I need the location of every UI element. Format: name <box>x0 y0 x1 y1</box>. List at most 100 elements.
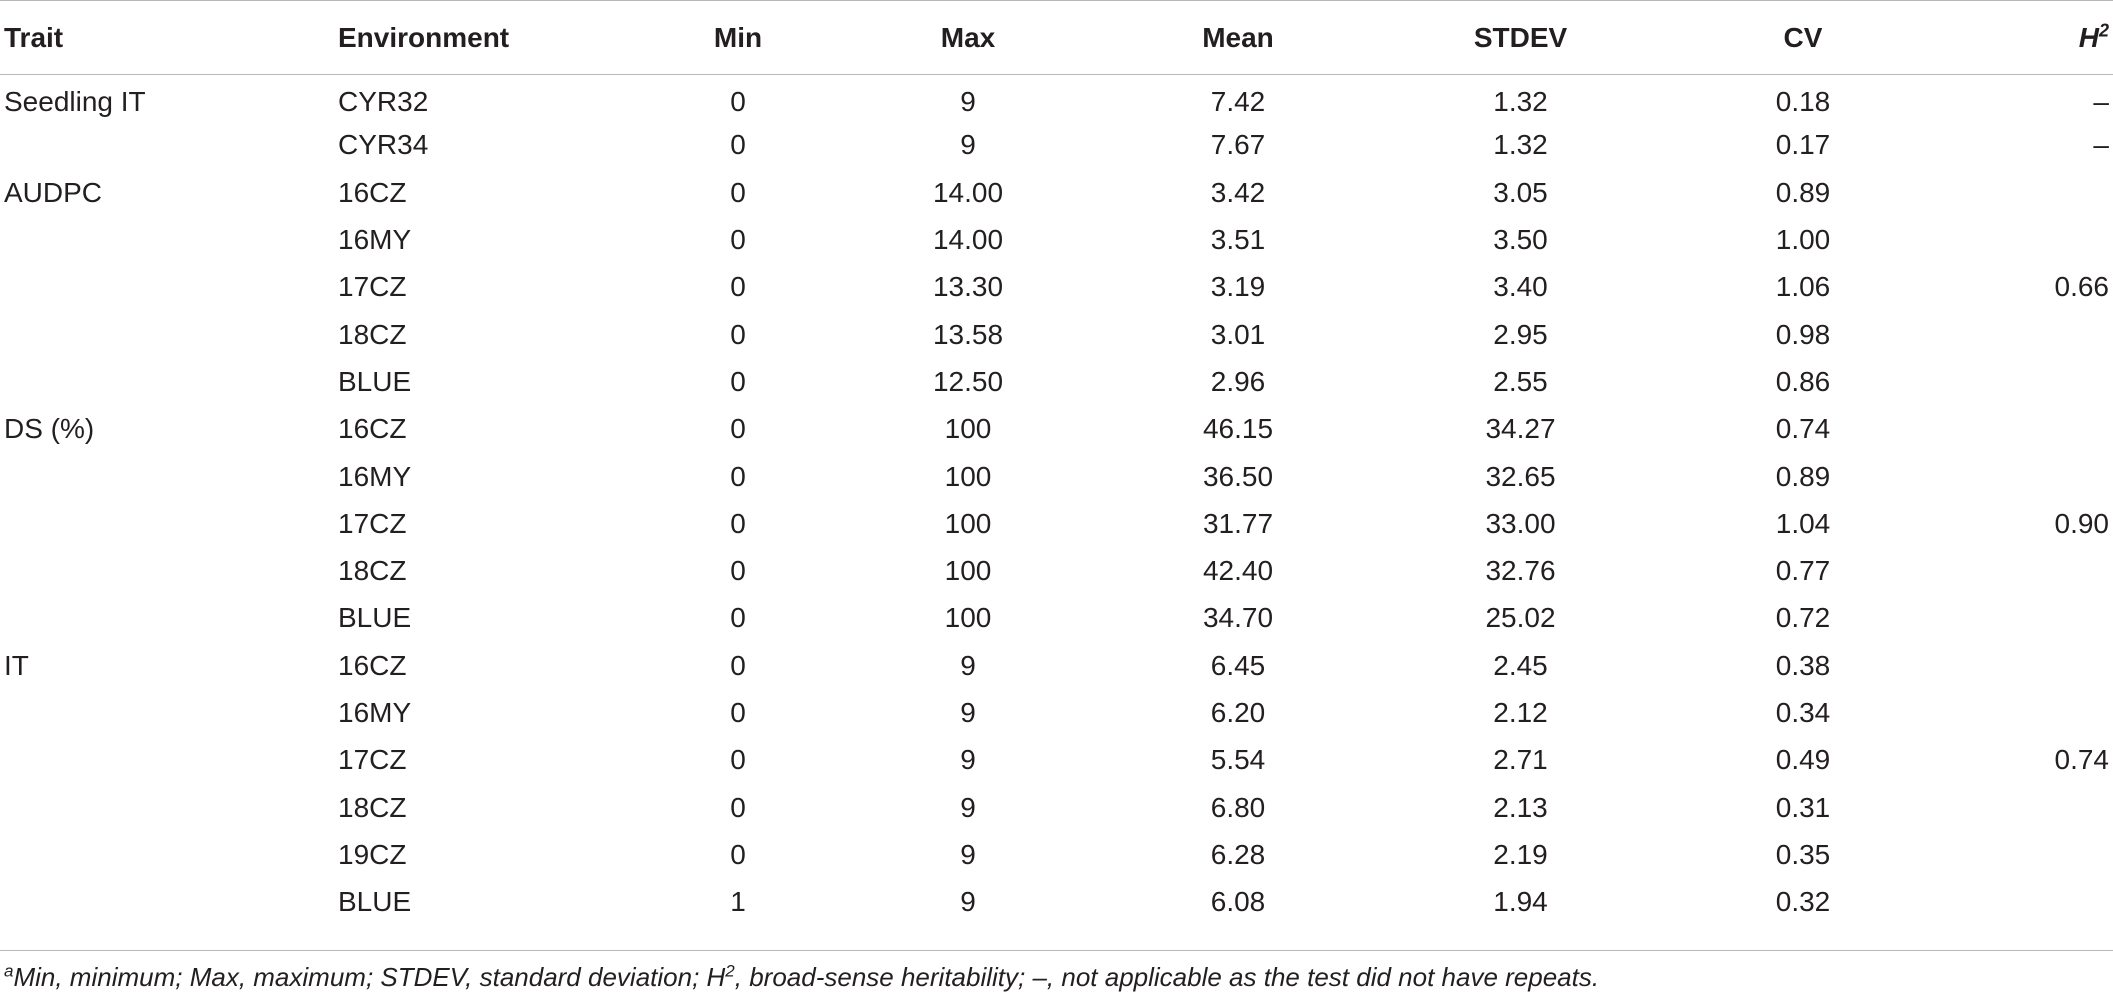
cell-stdev: 32.76 <box>1485 555 1556 587</box>
table-row: 17CZ 0 100 31.77 33.00 1.04 0.90 <box>0 500 2113 547</box>
header-cv: CV <box>1783 21 1823 53</box>
cell-environment: 18CZ <box>338 318 407 350</box>
cell-mean: 6.45 <box>1210 649 1266 681</box>
cell-mean: 3.42 <box>1210 176 1266 208</box>
cell-trait <box>0 879 338 926</box>
cell-trait: Seedling IT <box>4 86 146 118</box>
cell-environment: 18CZ <box>338 555 407 587</box>
table-row: 18CZ 0 9 6.80 2.13 0.31 <box>0 784 2113 831</box>
cell-stdev: 2.71 <box>1493 744 1548 776</box>
cell-environment: 16CZ <box>338 649 407 681</box>
cell-max: 100 <box>944 507 992 539</box>
table-row: DS (%) 16CZ 0 100 46.15 34.27 0.74 <box>0 406 2113 453</box>
cell-mean: 2.96 <box>1210 365 1266 397</box>
cell-max: 9 <box>960 744 976 776</box>
cell-stdev: 34.27 <box>1485 413 1556 445</box>
cell-min: 0 <box>730 744 746 776</box>
cell-stdev: 2.12 <box>1493 697 1548 728</box>
cell-min: 0 <box>730 365 746 397</box>
table-row: 18CZ 0 100 42.40 32.76 0.77 <box>0 547 2113 594</box>
cell-min: 0 <box>730 413 746 445</box>
cell-max: 14.00 <box>932 224 1004 256</box>
cell-h2 <box>1943 879 2113 926</box>
table-row: 17CZ 0 13.30 3.19 3.40 1.06 0.66 <box>0 264 2113 311</box>
cell-min: 0 <box>730 838 746 870</box>
cell-mean: 46.15 <box>1202 413 1274 445</box>
cell-h2 <box>1943 547 2113 594</box>
cell-trait: IT <box>4 649 29 681</box>
cell-stdev: 32.65 <box>1485 460 1556 492</box>
cell-mean: 6.28 <box>1210 838 1266 870</box>
cell-environment: BLUE <box>338 602 412 634</box>
table-header: Trait Environment Min Max Mean STDEV CV … <box>0 0 2113 75</box>
cell-mean: 6.80 <box>1210 791 1266 823</box>
footnote-text-part1: Min, minimum; Max, maximum; STDEV, stand… <box>13 962 726 992</box>
table-row: CYR34 0 9 7.67 1.32 0.17 – <box>0 122 2113 169</box>
cell-mean: 5.54 <box>1210 744 1266 776</box>
table-row: 18CZ 0 13.58 3.01 2.95 0.98 <box>0 311 2113 358</box>
cell-cv: 0.35 <box>1775 838 1831 870</box>
table-row: 16MY 0 9 6.20 2.12 0.34 <box>0 689 2113 736</box>
cell-stdev: 1.32 <box>1493 86 1548 118</box>
cell-max: 14.00 <box>932 176 1004 208</box>
cell-environment: 18CZ <box>338 791 407 823</box>
cell-min: 0 <box>730 555 746 587</box>
header-mean: Mean <box>1202 21 1274 53</box>
cell-h2 <box>1943 311 2113 358</box>
cell-max: 9 <box>960 86 976 118</box>
cell-cv: 0.18 <box>1775 86 1831 118</box>
cell-h2: 0.74 <box>2054 744 2110 776</box>
cell-environment: BLUE <box>338 365 412 397</box>
cell-max: 100 <box>944 602 992 634</box>
cell-trait <box>0 547 338 594</box>
cell-h2: 0.66 <box>2054 271 2110 303</box>
cell-h2: – <box>2093 129 2109 161</box>
footnote-text-part2: , broad-sense heritability; –, not appli… <box>734 962 1600 992</box>
cell-max: 12.50 <box>932 365 1004 397</box>
cell-environment: CYR34 <box>338 129 429 161</box>
cell-trait <box>0 831 338 878</box>
statistics-table-container: Trait Environment Min Max Mean STDEV CV … <box>0 0 2113 926</box>
cell-environment: 17CZ <box>338 744 407 776</box>
cell-min: 0 <box>730 649 746 681</box>
header-h2: H2 <box>1943 1 2113 75</box>
cell-mean: 6.08 <box>1210 886 1266 918</box>
cell-trait <box>0 453 338 500</box>
cell-mean: 34.70 <box>1202 602 1274 634</box>
table-row: 17CZ 0 9 5.54 2.71 0.49 0.74 <box>0 737 2113 784</box>
cell-trait <box>0 216 338 263</box>
cell-mean: 36.50 <box>1202 460 1274 492</box>
cell-min: 0 <box>730 318 746 350</box>
cell-environment: 16CZ <box>338 413 407 445</box>
cell-stdev: 33.00 <box>1485 507 1556 539</box>
table-row: IT 16CZ 0 9 6.45 2.45 0.38 <box>0 642 2113 689</box>
cell-mean: 31.77 <box>1202 507 1274 539</box>
cell-min: 0 <box>730 86 746 118</box>
cell-mean: 3.01 <box>1210 318 1266 350</box>
table-body: Seedling IT CYR32 0 9 7.42 1.32 0.18 – CYR34 0 9 7.… <box>0 75 2113 926</box>
cell-h2 <box>1943 784 2113 831</box>
table-footnote: aMin, minimum; Max, maximum; STDEV, stan… <box>4 962 1599 993</box>
cell-trait: AUDPC <box>4 176 103 208</box>
cell-h2: – <box>2093 86 2109 118</box>
cell-h2 <box>1943 358 2113 405</box>
cell-stdev: 3.40 <box>1493 271 1548 303</box>
cell-environment: 19CZ <box>338 838 407 870</box>
cell-h2: 0.90 <box>2054 507 2110 539</box>
cell-max: 9 <box>960 697 976 728</box>
cell-h2 <box>1943 453 2113 500</box>
cell-trait <box>0 784 338 831</box>
cell-stdev: 3.05 <box>1493 176 1548 208</box>
cell-cv: 0.31 <box>1775 791 1831 823</box>
cell-h2 <box>1943 689 2113 736</box>
cell-min: 0 <box>730 507 746 539</box>
cell-cv: 0.89 <box>1775 176 1831 208</box>
cell-environment: BLUE <box>338 886 412 918</box>
table-bottom-rule <box>0 950 2113 951</box>
table-row: BLUE 0 12.50 2.96 2.55 0.86 <box>0 358 2113 405</box>
cell-trait <box>0 264 338 311</box>
cell-mean: 3.19 <box>1210 271 1266 303</box>
table-row: Seedling IT CYR32 0 9 7.42 1.32 0.18 – <box>0 75 2113 122</box>
cell-mean: 7.67 <box>1210 129 1266 161</box>
cell-cv: 0.89 <box>1775 460 1831 492</box>
